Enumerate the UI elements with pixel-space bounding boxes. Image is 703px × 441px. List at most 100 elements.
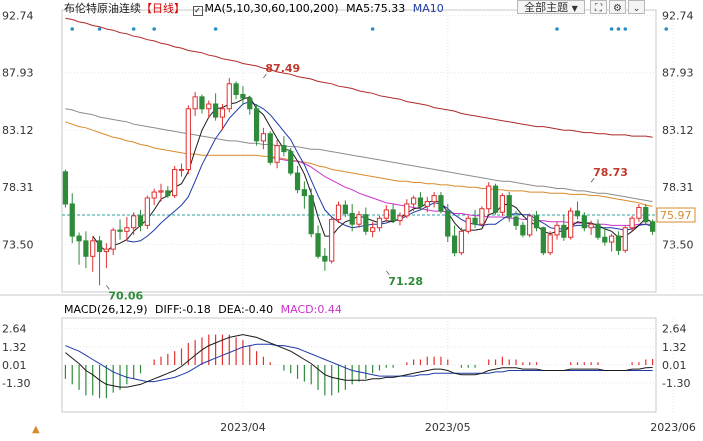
- candle-body: [185, 108, 191, 170]
- candle: [424, 196, 430, 213]
- current-price-box: [656, 207, 696, 223]
- candle: [96, 236, 103, 286]
- candle: [103, 243, 109, 269]
- main-topic-label: 全部主题: [524, 1, 569, 14]
- expand-button[interactable]: ⌄: [628, 0, 645, 14]
- candle-body: [451, 235, 458, 254]
- candle-body: [342, 204, 348, 214]
- candle-body: [308, 195, 314, 235]
- candle-body: [533, 215, 540, 229]
- instrument-title: 布伦特原油连续: [64, 2, 141, 15]
- x-tick-label: 2023/04: [220, 421, 266, 434]
- candle: [383, 205, 389, 222]
- candle: [486, 182, 492, 214]
- annotation-label: 87.49: [265, 62, 300, 75]
- candle: [492, 183, 499, 215]
- candle: [595, 219, 601, 240]
- candle: [219, 104, 226, 131]
- candle-body: [349, 212, 355, 225]
- candle-body: [206, 103, 212, 110]
- period-label: 【日线】: [141, 2, 185, 15]
- candle: [315, 225, 321, 259]
- annotation-label: 78.73: [593, 166, 628, 179]
- candle-body: [226, 83, 232, 110]
- candle: [622, 225, 628, 253]
- candle: [581, 212, 587, 232]
- candle: [69, 193, 75, 244]
- candle: [465, 215, 471, 234]
- candle-body: [629, 217, 635, 229]
- candle: [322, 247, 328, 271]
- main-topic-dropdown[interactable]: 全部主题 ▼: [517, 0, 585, 14]
- event-dot: [616, 27, 621, 31]
- candle: [349, 203, 355, 232]
- candle-body: [479, 208, 485, 225]
- event-dot: [97, 27, 102, 31]
- x-tick-label: 2023/06: [650, 421, 696, 434]
- candle: [151, 188, 157, 206]
- axis-scroll-handle[interactable]: ▲: [32, 424, 40, 435]
- candle-body: [124, 227, 130, 232]
- candle: [609, 233, 615, 252]
- candle: [83, 231, 89, 269]
- candle-body: [267, 133, 273, 163]
- candle-body: [90, 240, 96, 257]
- candle-body: [417, 197, 424, 207]
- event-dot: [623, 27, 628, 31]
- candle: [602, 227, 608, 246]
- fullscreen-button[interactable]: ⛶: [590, 0, 607, 14]
- candle-body: [178, 168, 185, 171]
- candle-body: [315, 233, 321, 257]
- annotation-pointer: [590, 177, 595, 183]
- annotation-pointer: [106, 285, 110, 290]
- ma-checkbox[interactable]: ✓: [192, 6, 203, 16]
- candle: [411, 195, 417, 212]
- candle-body: [281, 145, 287, 153]
- candle: [397, 212, 403, 226]
- candle: [561, 214, 567, 241]
- candle-body: [390, 209, 396, 222]
- candle-body: [62, 171, 69, 205]
- candle-body: [69, 203, 75, 237]
- x-tick-label: 2023/05: [425, 421, 471, 434]
- candle-body: [376, 217, 383, 229]
- candle-body: [172, 168, 178, 197]
- candle: [308, 188, 314, 238]
- ma100-line: [65, 108, 653, 203]
- candle: [376, 215, 383, 232]
- candle-body: [465, 217, 471, 232]
- y-tick-label-left: 92.74: [2, 9, 34, 22]
- candle-body: [472, 217, 478, 225]
- settings-button[interactable]: ⚙: [609, 0, 626, 14]
- candle: [574, 201, 581, 220]
- candle: [404, 199, 410, 219]
- main-panel-frame: [61, 9, 657, 293]
- candle-body: [513, 216, 519, 226]
- y-tick-label-right: 78.31: [662, 181, 694, 194]
- candle: [178, 163, 185, 177]
- event-dot: [70, 27, 75, 31]
- candle: [301, 181, 307, 209]
- candle-body: [356, 214, 362, 225]
- candle-body: [615, 235, 622, 251]
- candle-body: [335, 204, 342, 220]
- candle: [165, 186, 171, 198]
- candle-body: [486, 185, 492, 210]
- candle-body: [137, 215, 144, 226]
- candle: [438, 192, 444, 214]
- y-tick-label-left: 83.12: [2, 124, 34, 137]
- candle-body: [458, 230, 465, 254]
- macd-y-tick-right: 0.01: [662, 359, 687, 372]
- candle: [213, 93, 219, 121]
- current-price-label: 75.97: [660, 209, 692, 222]
- candle: [445, 203, 451, 243]
- macd-y-tick-left: 1.32: [2, 341, 27, 354]
- candle-body: [76, 235, 82, 242]
- annotation-pointer: [263, 73, 267, 79]
- candle: [110, 227, 116, 256]
- candle-body: [643, 207, 649, 223]
- candle-body: [547, 234, 553, 254]
- macd-y-tick-right: -1.30: [662, 377, 690, 390]
